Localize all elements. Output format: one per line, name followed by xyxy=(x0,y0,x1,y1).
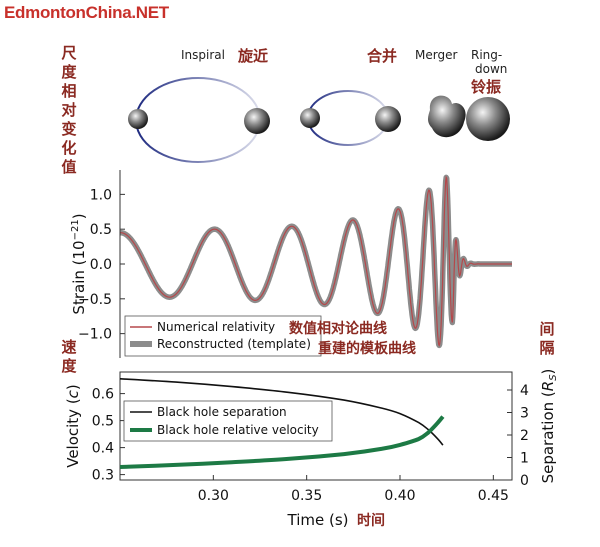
black-hole-3 xyxy=(300,108,320,128)
merger-cn-label: 合并 xyxy=(367,47,398,65)
black-hole-2 xyxy=(244,108,270,134)
separation-ytick-label: 3 xyxy=(520,406,529,422)
legend-separation-label: Black hole separation xyxy=(157,405,287,419)
legend-numerical-label: Numerical relativity xyxy=(157,320,275,334)
strain-ytick-label: 0.5 xyxy=(90,222,112,238)
separation-cn-char: 隔 xyxy=(539,339,555,357)
separation-ytick-label: 2 xyxy=(520,428,529,444)
strain-cn-char: 度 xyxy=(61,63,77,81)
velocity-ytick-label: 0.6 xyxy=(92,387,114,403)
separation-cn-char: 间 xyxy=(539,320,555,338)
numerical-cn-annotation: 数值相对论曲线 xyxy=(289,321,387,337)
strain-ylabel: Strain (10−21) xyxy=(70,213,88,314)
strain-ytick-label: −1.0 xyxy=(78,327,112,343)
legend-reconstructed-label: Reconstructed (template) xyxy=(157,337,311,351)
time-xtick-label: 0.40 xyxy=(384,488,415,504)
merger-label: Merger xyxy=(415,48,458,62)
black-hole-4 xyxy=(375,106,401,132)
separation-ytick-label: 1 xyxy=(520,451,529,467)
time-xlabel: Time (s) xyxy=(287,511,349,529)
time-xtick-label: 0.45 xyxy=(478,488,509,504)
inspiral-label: Inspiral xyxy=(181,48,225,62)
reconstructed-cn-annotation: 重建的模板曲线 xyxy=(318,341,416,357)
watermark: EdmontonChina.NET xyxy=(4,3,169,22)
time-xtick-label: 0.30 xyxy=(198,488,229,504)
time-cn-label: 时间 xyxy=(357,513,385,529)
velocity-ytick-label: 0.4 xyxy=(92,441,114,457)
ringdown-label-1: Ring- xyxy=(471,48,503,62)
strain-cn-char: 值 xyxy=(61,158,77,176)
ringdown-cn-label: 铃振 xyxy=(471,78,502,96)
velocity-ytick-label: 0.3 xyxy=(92,468,114,484)
strain-cn-char: 尺 xyxy=(61,44,77,62)
ringdown-black-hole xyxy=(466,97,510,141)
ringdown-label-2: down xyxy=(475,62,508,76)
velocity-legend: Black hole separation Black hole relative… xyxy=(123,400,333,442)
velocity-cn-vertical: 速 度 xyxy=(60,338,78,376)
velocity-legend-box xyxy=(123,400,333,442)
strain-legend-box xyxy=(124,315,322,357)
strain-cn-char: 变 xyxy=(61,120,77,138)
velocity-plot-frame xyxy=(119,371,513,481)
legend-velocity-label: Black hole relative velocity xyxy=(157,423,319,437)
separation-ytick-label: 0 xyxy=(520,473,529,489)
black-hole-1 xyxy=(128,109,148,129)
strain-ytick-label: −0.5 xyxy=(78,292,112,308)
strain-cn-char: 化 xyxy=(61,139,77,157)
strain-ytick-label: 0.0 xyxy=(90,257,112,273)
numerical-relativity-curve xyxy=(120,175,512,347)
strain-cn-vertical: 尺 度 相 对 变 化 值 xyxy=(60,44,78,177)
strain-legend: Numerical relativity Reconstructed (templ… xyxy=(124,315,322,357)
velocity-ylabel: Velocity (c) xyxy=(64,384,82,468)
strain-cn-char: 对 xyxy=(61,101,77,119)
strain-cn-char: 相 xyxy=(61,82,77,100)
strain-ytick-label: 1.0 xyxy=(90,187,112,203)
inspiral-cn-label: 旋近 xyxy=(238,47,269,65)
velocity-ytick-label: 0.5 xyxy=(92,414,114,430)
velocity-curve xyxy=(119,415,445,469)
separation-ytick-label: 4 xyxy=(520,383,529,399)
velocity-cn-char: 度 xyxy=(61,357,77,375)
time-xtick-label: 0.35 xyxy=(291,488,322,504)
velocity-cn-char: 速 xyxy=(61,338,77,356)
separation-ylabel: Separation (RS) xyxy=(539,369,559,484)
merger-shape xyxy=(428,95,466,138)
separation-cn-vertical: 间 隔 xyxy=(538,320,556,358)
